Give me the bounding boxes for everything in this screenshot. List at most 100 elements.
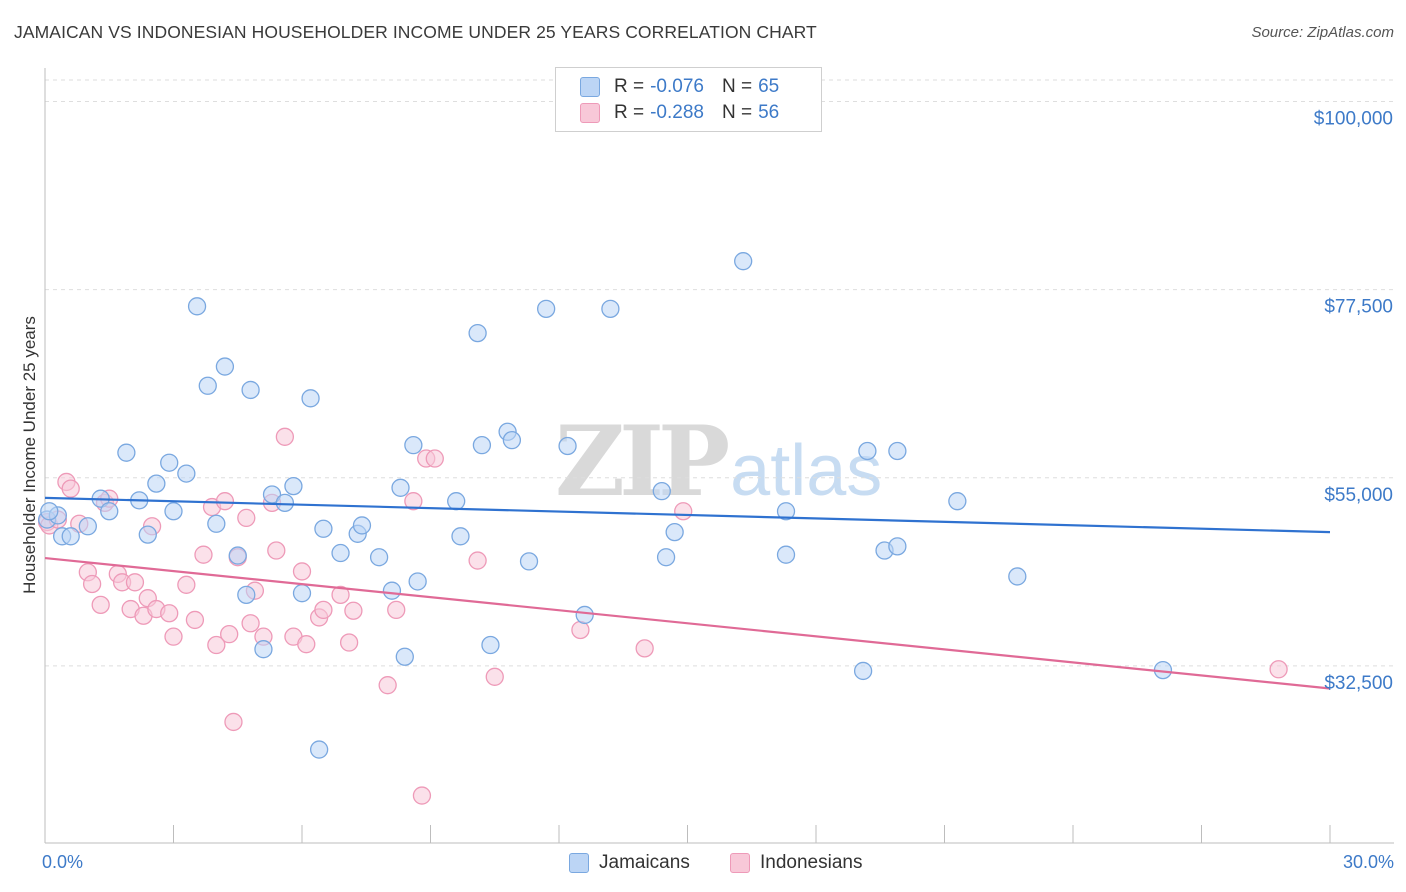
chart-title: JAMAICAN VS INDONESIAN HOUSEHOLDER INCOM… (14, 22, 817, 42)
y-tick-label: $77,500 (1324, 297, 1393, 318)
jamaicans-trend-line (44, 496, 1331, 534)
indonesians-point (297, 635, 316, 654)
jamaicans-point (451, 527, 470, 546)
r-label: R = (614, 102, 645, 123)
jamaicans-point (187, 297, 207, 316)
jamaicans-point (198, 376, 217, 395)
indonesians-point (571, 620, 590, 640)
jamaicans-point (558, 436, 577, 456)
jamaicans-point (656, 548, 676, 567)
indonesians-point (237, 508, 256, 528)
jamaicans-points (37, 252, 1173, 759)
jamaicans-point (160, 453, 179, 472)
legend-item-jamaicans: Jamaicans (569, 852, 690, 874)
stats-legend: R = -0.076 N = 65 R = -0.288 N = 56 (555, 67, 822, 132)
jamaicans-point (408, 572, 427, 591)
indonesians-point (215, 492, 235, 511)
legend-label-indonesians: Indonesians (760, 852, 863, 873)
indonesians-point (164, 627, 183, 646)
indonesians-point (1269, 660, 1288, 679)
jamaicans-point (100, 502, 119, 521)
indonesians-point (125, 573, 145, 592)
r-value: -0.288 (650, 102, 704, 123)
jamaicans-point (382, 581, 402, 600)
jamaicans-point (888, 537, 907, 556)
indonesians-point (635, 639, 654, 658)
indonesians-point (224, 712, 243, 732)
watermark-atlas: atlas (730, 431, 883, 511)
jamaicans-point (1008, 567, 1027, 586)
jamaicans-point (468, 323, 487, 343)
indonesians-point (468, 551, 487, 570)
indonesians-point (425, 449, 444, 468)
legend-row-indonesians: R = -0.288 N = 56 (580, 100, 779, 126)
indonesians-point (292, 562, 312, 581)
jamaicans-point (575, 605, 594, 625)
jamaicans-point (78, 517, 97, 536)
indonesians-swatch (730, 853, 750, 873)
jamaicans-point (61, 527, 80, 546)
jamaicans-point (237, 585, 256, 604)
jamaicans-point (502, 430, 522, 450)
y-tick-label: $100,000 (1314, 108, 1393, 129)
indonesians-point (339, 633, 359, 652)
indonesians-point (220, 625, 239, 644)
jamaicans-point (284, 476, 303, 496)
y-axis-title: Householder Income Under 25 years (20, 316, 39, 594)
jamaicans-point (472, 436, 492, 455)
jamaicans-point (776, 545, 796, 564)
indonesians-point (378, 676, 397, 695)
y-tick-label: $32,500 (1324, 673, 1393, 694)
indonesians-point (82, 574, 102, 594)
r-label: R = (614, 76, 645, 97)
y-tick-label: $55,000 (1324, 485, 1393, 506)
jamaicans-swatch (569, 853, 589, 873)
jamaicans-point (369, 548, 389, 567)
jamaicans-point (652, 481, 671, 501)
jamaicans-point (215, 357, 235, 376)
chart-source: Source: ZipAtlas.com (1251, 24, 1394, 41)
jamaicans-point (117, 443, 136, 462)
indonesians-swatch (580, 103, 600, 123)
jamaicans-point (314, 519, 333, 538)
indonesians-point (160, 604, 179, 623)
jamaicans-point (309, 740, 329, 759)
jamaicans-point (40, 502, 59, 521)
n-value: 65 (758, 76, 780, 97)
jamaicans-point (164, 502, 183, 521)
jamaicans-point (858, 441, 877, 461)
indonesians-trend-line (44, 556, 1331, 690)
axes (44, 68, 1394, 844)
jamaicans-point (275, 493, 295, 513)
indonesians-point (185, 610, 205, 630)
indonesians-point (485, 667, 504, 686)
jamaicans-swatch (580, 77, 600, 97)
legend-row-jamaicans: R = -0.076 N = 65 (580, 74, 779, 100)
trend-lines (44, 496, 1331, 690)
watermark-zip: ZIP (555, 405, 730, 518)
jamaicans-point (601, 299, 620, 318)
jamaicans-point (404, 436, 423, 455)
indonesians-point (241, 614, 260, 633)
series-legend: Jamaicans Indonesians (0, 852, 1406, 878)
indonesians-point (404, 492, 423, 511)
y-tick-labels: $32,500 $55,000 $77,500 $100,000 (1314, 108, 1393, 693)
jamaicans-point (537, 299, 556, 318)
jamaicans-point (352, 516, 372, 535)
indonesians-point (674, 502, 693, 521)
indonesians-point (207, 635, 226, 655)
jamaicans-point (241, 380, 260, 400)
legend-label-jamaicans: Jamaicans (599, 852, 690, 873)
x-tick-label-min: 0.0% (42, 852, 84, 872)
jamaicans-point (665, 522, 684, 542)
jamaicans-point (447, 492, 466, 511)
jamaicans-point (138, 525, 157, 544)
jamaicans-point (519, 552, 539, 571)
jamaicans-point (254, 640, 273, 659)
jamaicans-point (481, 635, 500, 655)
jamaicans-point (147, 474, 166, 493)
jamaicans-point (391, 478, 410, 497)
jamaicans-point (331, 543, 350, 563)
n-value: 56 (758, 102, 780, 123)
legend-item-indonesians: Indonesians (730, 852, 862, 874)
